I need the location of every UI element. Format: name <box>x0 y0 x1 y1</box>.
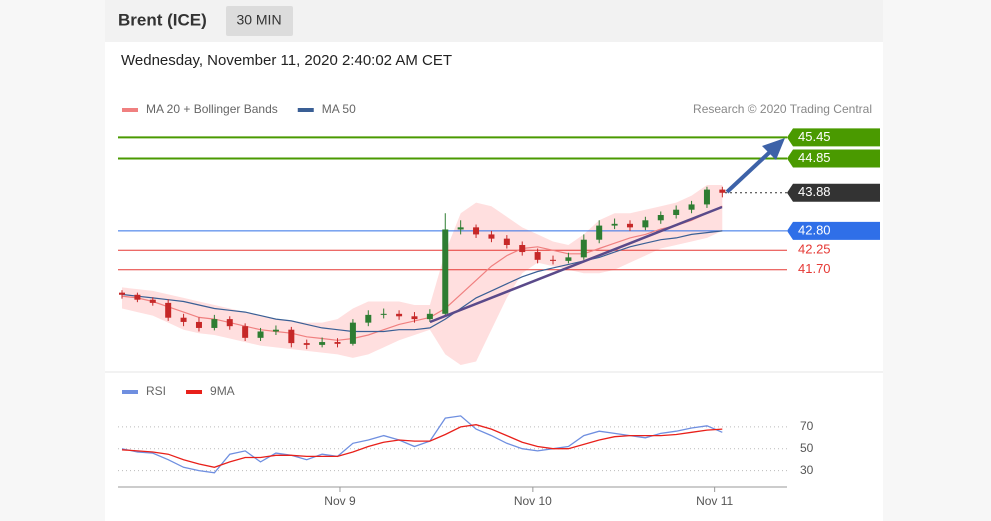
header-bar <box>105 0 883 42</box>
candle-body <box>503 238 510 245</box>
candle-body <box>688 204 695 210</box>
candle-body <box>226 319 233 327</box>
level-label: 43.88 <box>798 184 831 199</box>
rsi-line <box>121 415 723 474</box>
candle-body <box>580 239 587 258</box>
candle-body <box>534 252 541 260</box>
x-tick-label: Nov 10 <box>514 494 552 508</box>
legend-label: 9MA <box>210 384 235 398</box>
candle-body <box>611 223 618 226</box>
y-tick-label: 70 <box>800 419 814 433</box>
legend-label: MA 50 <box>322 102 356 116</box>
candle-body <box>303 343 310 345</box>
legend-swatch <box>122 390 138 394</box>
level-box <box>787 128 880 147</box>
candle-body <box>134 294 141 300</box>
candle-body <box>442 229 449 314</box>
candle-body <box>195 321 202 328</box>
candle-body <box>411 316 418 320</box>
candle-body <box>242 326 249 338</box>
trend-line <box>429 205 723 324</box>
credit: Research © 2020 Trading Central <box>693 102 872 116</box>
candle-body <box>457 227 464 230</box>
candle-body <box>149 299 156 303</box>
forecast-arrow <box>725 148 774 194</box>
candle-body <box>673 209 680 215</box>
candle-body <box>657 215 664 221</box>
rsi-panel: RSI 9MA 70 50 30 Nov 9 Nov 10 Nov 11 <box>118 384 814 508</box>
instrument-title: Brent (ICE) <box>118 10 207 29</box>
candle-body <box>211 319 218 328</box>
candle-body <box>180 317 187 322</box>
level-label: 42.80 <box>798 222 831 237</box>
level-label: 42.25 <box>798 242 831 257</box>
price-panel: MA 20 + Bollinger Bands MA 50 45.45 44.85 43… <box>118 102 880 365</box>
level-label: 44.85 <box>798 150 831 165</box>
ma-line <box>121 230 723 333</box>
candle-body <box>119 292 126 295</box>
y-tick-label: 50 <box>800 441 814 455</box>
candle-body <box>257 331 264 338</box>
candle-body <box>565 257 572 261</box>
candle-body <box>488 234 495 239</box>
candle-body <box>288 329 295 344</box>
x-tick-label: Nov 9 <box>324 494 356 508</box>
candle-body <box>319 342 326 345</box>
candle-body <box>380 313 387 315</box>
bollinger-band <box>122 185 723 365</box>
candle-body <box>642 220 649 228</box>
candle-body <box>334 342 341 344</box>
candle-body <box>519 245 526 253</box>
candle-body <box>365 314 372 323</box>
legend-label: RSI <box>146 384 166 398</box>
level-box <box>787 183 880 202</box>
ma-line <box>121 205 723 341</box>
candle-body <box>550 259 557 261</box>
timeframe-button[interactable] <box>226 6 293 36</box>
candle-body <box>596 225 603 240</box>
level-box <box>787 221 880 240</box>
candle-body <box>719 189 726 193</box>
candle-body <box>703 189 710 205</box>
level-label: 41.70 <box>798 261 831 276</box>
candle-body <box>473 227 480 235</box>
level-label: 45.45 <box>798 129 831 144</box>
candle-body <box>349 322 356 344</box>
candle-body <box>626 223 633 228</box>
candle-body <box>396 313 403 317</box>
candle-body <box>272 329 279 332</box>
legend-swatch <box>186 390 203 394</box>
rsi-line <box>121 424 723 468</box>
timeframe-label[interactable]: 30 MIN <box>236 12 281 28</box>
legend-label: MA 20 + Bollinger Bands <box>146 102 278 116</box>
y-tick-label: 30 <box>800 463 814 477</box>
legend-swatch <box>297 108 314 112</box>
candle-body <box>165 302 172 318</box>
x-tick-label: Nov 11 <box>696 494 733 508</box>
timestamp: Wednesday, November 11, 2020 2:40:02 AM … <box>121 52 452 69</box>
legend-swatch <box>122 108 138 112</box>
arrow-head <box>762 138 785 160</box>
level-box <box>787 149 880 168</box>
candle-body <box>426 313 433 320</box>
